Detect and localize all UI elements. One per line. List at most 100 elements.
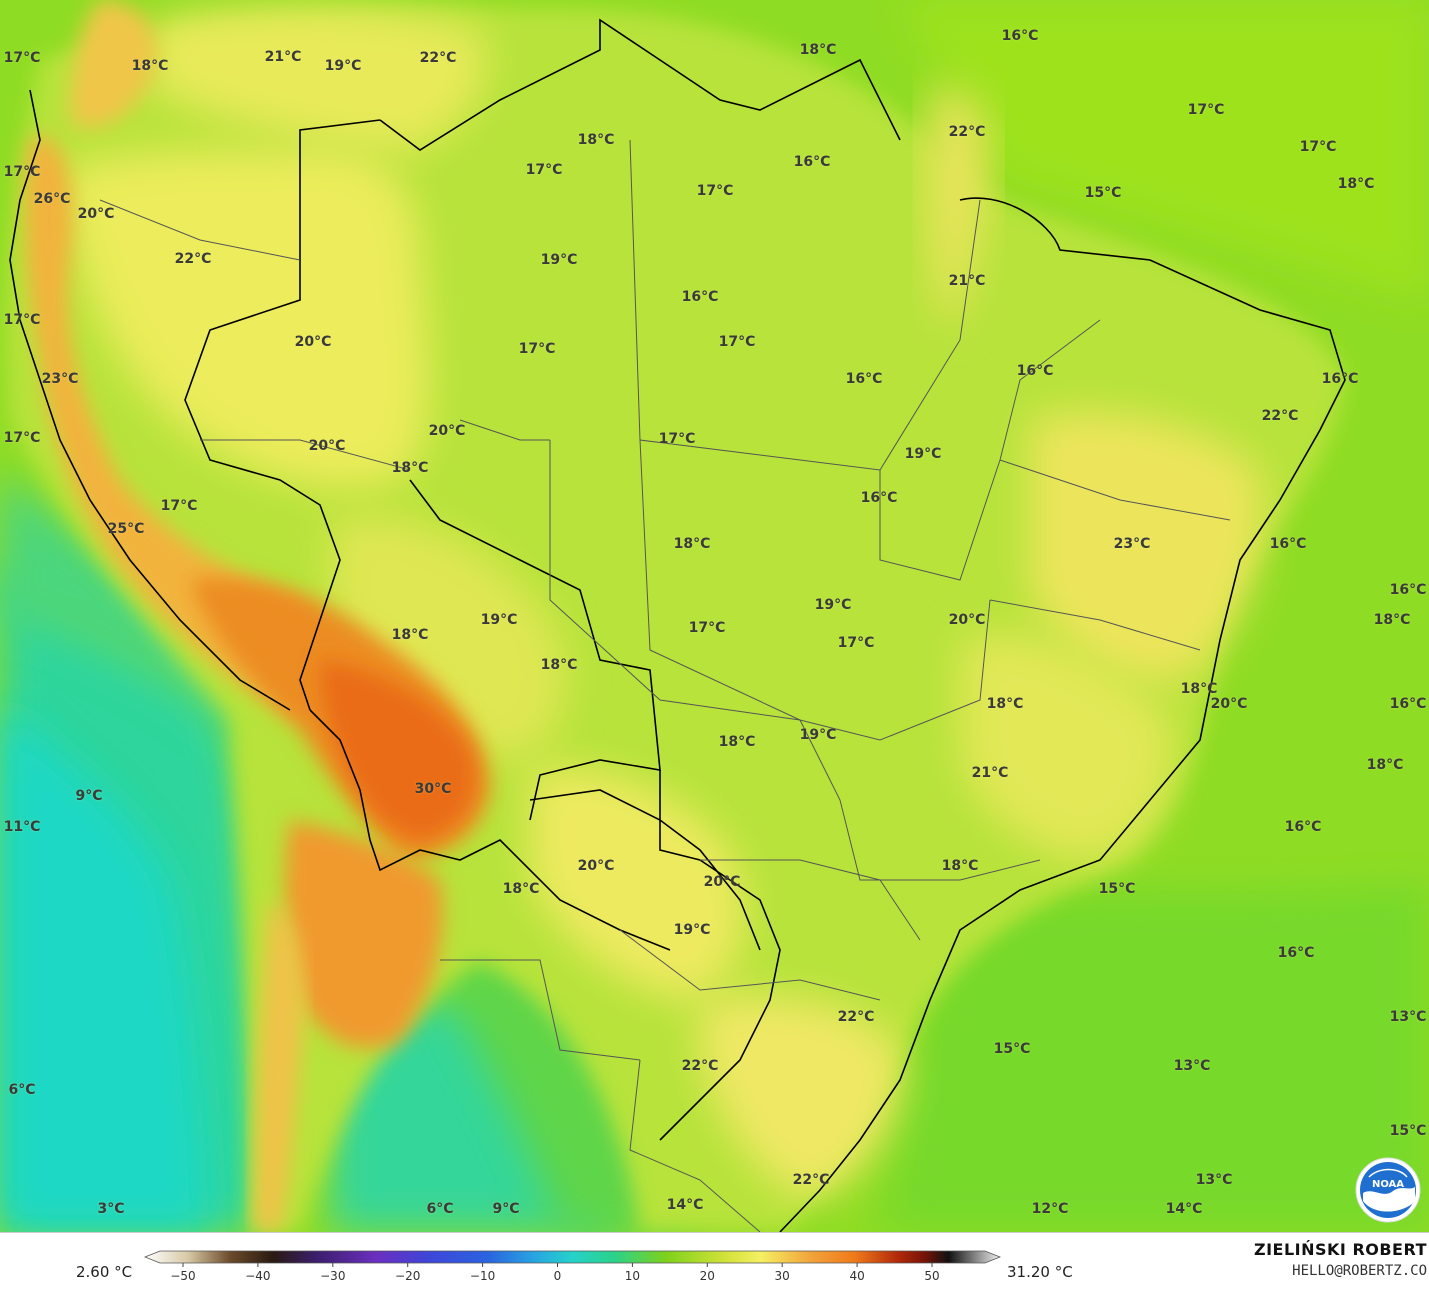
temperature-map: NOAA <box>0 0 1429 1232</box>
temperature-label: 18°C <box>502 881 540 897</box>
temperature-label: 17°C <box>160 498 198 514</box>
temperature-label: 21°C <box>948 273 986 289</box>
colorbar-tick-label: −10 <box>470 1269 495 1283</box>
temperature-label: 18°C <box>718 734 756 750</box>
temperature-label: 20°C <box>577 858 615 874</box>
temperature-label: 18°C <box>1337 176 1375 192</box>
temperature-label: 17°C <box>688 620 726 636</box>
temperature-label: 23°C <box>41 371 79 387</box>
temperature-label: 17°C <box>718 334 756 350</box>
temperature-label: 15°C <box>993 1041 1031 1057</box>
temperature-label: 20°C <box>948 612 986 628</box>
colorbar-tick-label: 20 <box>700 1269 715 1283</box>
legend-bar: −50 −40 −30 −20 −10 0 10 20 30 40 50 <box>0 1232 1429 1288</box>
temperature-label: 19°C <box>673 922 711 938</box>
colorbar-tick-label: 0 <box>554 1269 562 1283</box>
credit-email: HELLO@ROBERTZ.CO <box>1292 1263 1427 1279</box>
paraguay-warm-region <box>530 768 745 1000</box>
temperature-label: 30°C <box>414 781 452 797</box>
temperature-label: 22°C <box>792 1172 830 1188</box>
temperature-label: 13°C <box>1389 1009 1427 1025</box>
temperature-label: 17°C <box>696 183 734 199</box>
temperature-label: 13°C <box>1195 1172 1233 1188</box>
temperature-label: 21°C <box>971 765 1009 781</box>
temperature-label: 25°C <box>107 521 145 537</box>
temperature-label: 18°C <box>540 657 578 673</box>
temperature-label: 3°C <box>97 1201 125 1217</box>
noaa-logo-icon: NOAA <box>1355 1157 1421 1223</box>
temperature-label: 17°C <box>658 431 696 447</box>
colorbar-ticks: −50 −40 −30 −20 −10 0 10 20 30 40 50 <box>170 1263 940 1283</box>
temperature-label: 18°C <box>1180 681 1218 697</box>
temperature-label: 20°C <box>428 423 466 439</box>
credit-name: ZIELIŃSKI ROBERT <box>1253 1240 1427 1259</box>
legend-colorbar: −50 −40 −30 −20 −10 0 10 20 30 40 50 <box>143 1250 1002 1283</box>
temperature-label: 16°C <box>1389 582 1427 598</box>
temperature-label: 17°C <box>3 430 41 446</box>
central-warm-region <box>330 516 566 760</box>
temperature-label: 17°C <box>3 312 41 328</box>
temperature-label: 6°C <box>8 1082 36 1098</box>
temperature-label: 18°C <box>131 58 169 74</box>
temperature-label: 16°C <box>845 371 883 387</box>
temperature-label: 20°C <box>77 206 115 222</box>
temperature-label: 16°C <box>1277 945 1315 961</box>
temperature-label: 16°C <box>1389 696 1427 712</box>
temperature-label: 19°C <box>540 252 578 268</box>
temperature-label: 18°C <box>1366 757 1404 773</box>
temperature-label: 26°C <box>33 191 71 207</box>
temperature-label: 22°C <box>174 251 212 267</box>
temperature-label: 18°C <box>391 627 429 643</box>
chaco-hottest-region <box>320 660 475 840</box>
coastal-warm-strip <box>926 88 992 330</box>
colorbar-tick-label: 10 <box>625 1269 640 1283</box>
temperature-label: 14°C <box>666 1197 704 1213</box>
legend-min-label: 2.60 °C <box>76 1263 133 1281</box>
temperature-label: 14°C <box>1165 1201 1203 1217</box>
temperature-label: 16°C <box>1321 371 1359 387</box>
legend-max-label: 31.20 °C <box>1007 1263 1073 1281</box>
temperature-label: 18°C <box>986 696 1024 712</box>
temperature-label: 16°C <box>1269 536 1307 552</box>
temperature-label: 18°C <box>673 536 711 552</box>
temperature-label: 16°C <box>681 289 719 305</box>
colorbar-tick-label: 50 <box>924 1269 939 1283</box>
temperature-label: 21°C <box>264 49 302 65</box>
north-warm-region <box>150 6 487 150</box>
temperature-label: 16°C <box>1284 819 1322 835</box>
temperature-label: 17°C <box>1187 102 1225 118</box>
temperature-label: 17°C <box>3 164 41 180</box>
temperature-label: 20°C <box>308 438 346 454</box>
map-canvas: NOAA <box>0 0 1429 1232</box>
temperature-label: 16°C <box>1016 363 1054 379</box>
temperature-label: 18°C <box>799 42 837 58</box>
colorbar-tick-label: −30 <box>320 1269 345 1283</box>
temperature-label: 11°C <box>3 819 41 835</box>
temperature-label: 20°C <box>703 874 741 890</box>
temperature-label: 9°C <box>75 788 103 804</box>
country-borders <box>9 18 1346 1232</box>
temperature-label: 15°C <box>1098 881 1136 897</box>
temperature-label: 18°C <box>941 858 979 874</box>
temperature-label: 22°C <box>837 1009 875 1025</box>
temperature-label: 19°C <box>814 597 852 613</box>
colorbar-tick-label: −50 <box>170 1269 195 1283</box>
temperature-label: 22°C <box>948 124 986 140</box>
andes-north-ridge <box>70 0 157 128</box>
pacific-mid-region <box>0 470 260 760</box>
colorbar-tick-label: −40 <box>245 1269 270 1283</box>
temperature-label: 16°C <box>860 490 898 506</box>
temperature-label: 9°C <box>492 1201 520 1217</box>
temperature-label: 12°C <box>1031 1201 1069 1217</box>
noaa-logo-text: NOAA <box>1372 1179 1404 1190</box>
colorbar-shape <box>143 1250 1002 1264</box>
atlantic-south-region <box>880 880 1429 1232</box>
temperature-label: 17°C <box>518 341 556 357</box>
northeast-warm-region <box>1030 412 1262 682</box>
temperature-label: 13°C <box>1173 1058 1211 1074</box>
temperature-label: 17°C <box>837 635 875 651</box>
temperature-label: 15°C <box>1084 185 1122 201</box>
colorbar-tick-label: −20 <box>395 1269 420 1283</box>
temperature-label: 19°C <box>324 58 362 74</box>
temperature-label: 19°C <box>799 727 837 743</box>
